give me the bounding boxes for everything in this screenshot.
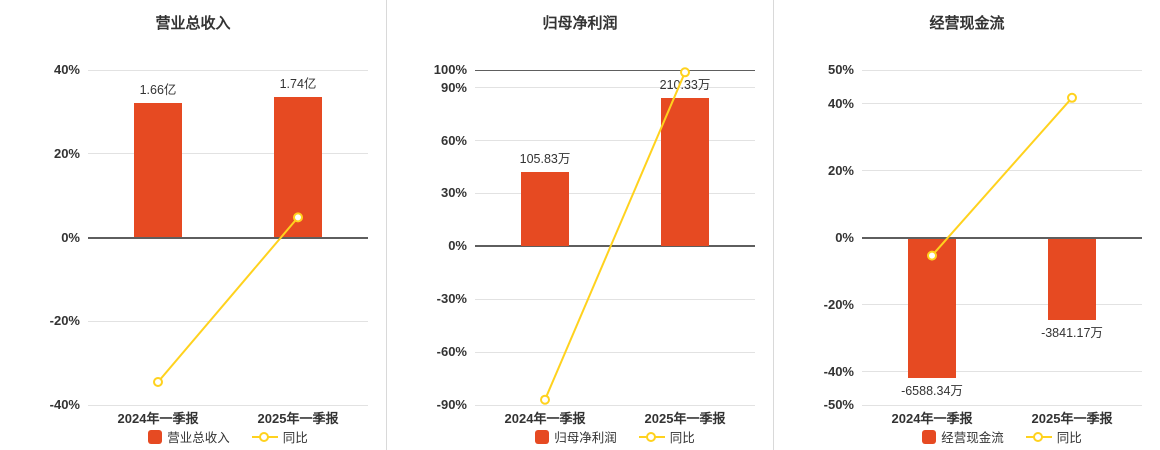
y-axis-tick-label: -40% <box>823 363 854 379</box>
line-legend-dot <box>1032 431 1043 442</box>
y-axis-tick-label: 20% <box>827 162 854 178</box>
y-axis-tick-label: 30% <box>440 185 467 201</box>
bar <box>1048 238 1096 320</box>
legend-label: 经营现金流 <box>941 431 1004 445</box>
y-axis-tick-label: 50% <box>827 62 854 77</box>
gridline <box>475 404 755 406</box>
gridline <box>88 404 368 406</box>
y-axis-tick-label: 100% <box>433 62 467 77</box>
legend: 归母净利润 同比 <box>475 427 755 446</box>
gridline <box>862 170 1142 171</box>
y-axis-tick-label: -40% <box>49 397 80 412</box>
gridline <box>862 103 1142 104</box>
chart-plot: 50% 40% 20% 0% -20% -40% -50% -6588.34万 2024年一季报… <box>774 0 1160 450</box>
chart-title: 营业总收入 <box>155 15 231 32</box>
legend-label: 营业总收入 <box>167 431 230 445</box>
chart-title: 归母净利润 <box>542 15 618 32</box>
line-legend-marker <box>251 430 278 444</box>
bar <box>274 96 322 238</box>
legend-item-line-series[interactable]: 同比 <box>251 427 308 446</box>
legend-item-bar-series[interactable]: 经营现金流 <box>922 427 1004 446</box>
y-axis-tick-label: -30% <box>436 291 467 307</box>
y-axis-tick-label: -50% <box>823 397 854 412</box>
chart-panel-cash-flow: 经营现金流 50% 40% 20% 0% -20% -40% -50% -6588.34万 20… <box>774 0 1160 450</box>
line-legend-marker <box>638 430 665 444</box>
y-axis-tick-label: -90% <box>436 397 467 412</box>
y-axis-tick-label: -20% <box>823 296 854 312</box>
chart-plot: 100% 90% 60% 30% 0% -30% -60% -90% 105.83万 2024年一… <box>387 0 773 450</box>
y-axis-tick-label: -60% <box>436 344 467 360</box>
x-category-label: 2024年一季报 <box>117 411 199 426</box>
yoy-point-marker <box>1067 92 1077 103</box>
x-category-label: 2025年一季报 <box>644 411 726 426</box>
gridline <box>862 69 1142 71</box>
y-axis-tick-label: 90% <box>440 79 467 95</box>
bar-legend-marker <box>148 429 163 444</box>
x-category-label: 2024年一季报 <box>504 411 586 426</box>
x-category-label: 2025年一季报 <box>1031 411 1113 426</box>
chart-panel-net-profit: 归母净利润 100% 90% 60% 30% 0% -30% -60% -90% 105.83万… <box>387 0 774 450</box>
y-axis-tick-label: -20% <box>49 313 80 329</box>
gridline <box>862 404 1142 406</box>
gridline <box>88 69 368 71</box>
y-axis-tick-label: 0% <box>61 229 80 245</box>
gridline <box>88 153 368 155</box>
bar <box>908 238 956 379</box>
legend: 经营现金流 同比 <box>862 427 1142 446</box>
legend-item-bar-series[interactable]: 归母净利润 <box>535 427 617 446</box>
bar-value-label: 210.33万 <box>659 78 711 93</box>
bar-value-label: -3841.17万 <box>1041 325 1103 340</box>
x-category-label: 2024年一季报 <box>891 411 973 426</box>
gridline <box>475 140 755 141</box>
legend-label: 同比 <box>669 431 695 445</box>
y-axis-tick-label: 40% <box>53 62 80 77</box>
line-legend-dot <box>645 431 656 442</box>
gridline <box>862 304 1142 305</box>
line-legend-marker <box>1025 430 1052 444</box>
bar-legend-marker <box>922 429 937 444</box>
line-legend-dot <box>258 431 269 442</box>
yoy-point-marker <box>540 394 550 405</box>
bar <box>134 103 182 238</box>
gridline <box>862 371 1142 372</box>
legend-label: 同比 <box>282 431 308 445</box>
x-category-label: 2025年一季报 <box>257 411 339 426</box>
bar-value-label: 105.83万 <box>519 151 571 166</box>
y-axis-tick-label: 60% <box>440 132 467 148</box>
gridline <box>475 351 755 353</box>
y-axis-tick-label: 0% <box>448 238 467 254</box>
gridline <box>475 192 755 194</box>
chart-panel-revenue: 营业总收入 40% 20% 0% -20% -40% 1.66亿 2024年一季报 1.74亿… <box>0 0 387 450</box>
bar <box>661 98 709 247</box>
gridline <box>88 320 368 322</box>
bar-legend-marker <box>535 429 550 444</box>
yoy-line <box>931 97 1073 257</box>
legend-item-line-series[interactable]: 同比 <box>638 427 695 446</box>
legend-label: 同比 <box>1056 431 1082 445</box>
bar-value-label: 1.74亿 <box>279 76 317 91</box>
zero-axis-line <box>475 245 755 248</box>
legend-label: 归母净利润 <box>554 431 617 445</box>
bar <box>521 171 569 247</box>
bar-value-label: -6588.34万 <box>901 384 963 399</box>
zero-axis-line <box>88 236 368 239</box>
legend-item-bar-series[interactable]: 营业总收入 <box>148 427 230 446</box>
gridline <box>475 298 755 300</box>
legend: 营业总收入 同比 <box>88 427 368 446</box>
chart-plot: 40% 20% 0% -20% -40% 1.66亿 2024年一季报 1.74亿 2025年一… <box>0 0 386 450</box>
y-axis-tick-label: 0% <box>835 229 854 245</box>
y-axis-tick-label: 20% <box>53 145 80 161</box>
zero-axis-line <box>862 236 1142 239</box>
yoy-point-marker <box>153 377 163 387</box>
gridline <box>475 69 755 71</box>
bar-value-label: 1.66亿 <box>139 83 177 98</box>
legend-item-line-series[interactable]: 同比 <box>1025 427 1082 446</box>
chart-title: 经营现金流 <box>929 15 1005 32</box>
yoy-line <box>157 216 299 383</box>
y-axis-tick-label: 40% <box>827 95 854 111</box>
